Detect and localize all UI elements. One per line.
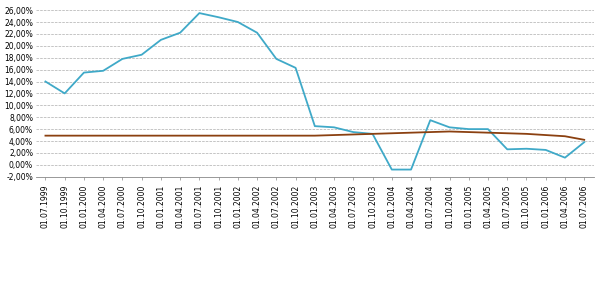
5.5-års fastrente høyrentekonto årlig — [542, 133, 550, 137]
LPX Buyout struktur årlig — [80, 71, 87, 74]
Line: LPX Buyout struktur årlig: LPX Buyout struktur årlig — [45, 13, 584, 170]
5.5-års fastrente høyrentekonto årlig — [388, 132, 395, 135]
LPX Buyout struktur årlig — [100, 69, 107, 72]
LPX Buyout struktur årlig — [581, 141, 588, 144]
5.5-års fastrente høyrentekonto årlig — [196, 134, 203, 137]
LPX Buyout struktur årlig — [369, 132, 376, 136]
LPX Buyout struktur årlig — [504, 148, 511, 151]
5.5-års fastrente høyrentekonto årlig — [369, 132, 376, 136]
LPX Buyout struktur årlig — [465, 127, 472, 131]
Legend: LPX Buyout struktur årlig, 5.5-års fastrente høyrentekonto årlig: LPX Buyout struktur årlig, 5.5-års fastr… — [123, 282, 507, 285]
LPX Buyout struktur årlig — [176, 31, 184, 34]
LPX Buyout struktur årlig — [542, 148, 550, 152]
5.5-års fastrente høyrentekonto årlig — [504, 132, 511, 135]
5.5-års fastrente høyrentekonto årlig — [100, 134, 107, 137]
5.5-års fastrente høyrentekonto årlig — [42, 134, 49, 137]
LPX Buyout struktur årlig — [215, 16, 222, 19]
5.5-års fastrente høyrentekonto årlig — [562, 135, 569, 138]
5.5-års fastrente høyrentekonto årlig — [234, 134, 242, 137]
5.5-års fastrente høyrentekonto årlig — [427, 130, 434, 134]
LPX Buyout struktur årlig — [138, 53, 145, 56]
5.5-års fastrente høyrentekonto årlig — [523, 132, 530, 136]
5.5-års fastrente høyrentekonto årlig — [465, 130, 472, 134]
LPX Buyout struktur årlig — [407, 168, 414, 171]
LPX Buyout struktur årlig — [311, 125, 318, 128]
5.5-års fastrente høyrentekonto årlig — [484, 131, 492, 135]
LPX Buyout struktur årlig — [119, 57, 126, 61]
LPX Buyout struktur årlig — [273, 57, 280, 61]
LPX Buyout struktur årlig — [61, 92, 68, 95]
LPX Buyout struktur årlig — [484, 127, 492, 131]
LPX Buyout struktur årlig — [331, 126, 338, 129]
5.5-års fastrente høyrentekonto årlig — [446, 130, 453, 133]
5.5-års fastrente høyrentekonto årlig — [350, 133, 357, 136]
LPX Buyout struktur årlig — [254, 31, 261, 34]
5.5-års fastrente høyrentekonto årlig — [80, 134, 87, 137]
LPX Buyout struktur årlig — [157, 38, 164, 42]
LPX Buyout struktur årlig — [350, 130, 357, 134]
LPX Buyout struktur årlig — [234, 20, 242, 24]
5.5-års fastrente høyrentekonto årlig — [407, 131, 414, 135]
LPX Buyout struktur årlig — [42, 80, 49, 83]
5.5-års fastrente høyrentekonto årlig — [138, 134, 145, 137]
LPX Buyout struktur årlig — [562, 156, 569, 159]
5.5-års fastrente høyrentekonto årlig — [61, 134, 68, 137]
5.5-års fastrente høyrentekonto årlig — [273, 134, 280, 137]
5.5-års fastrente høyrentekonto årlig — [331, 133, 338, 137]
LPX Buyout struktur årlig — [196, 11, 203, 15]
Line: 5.5-års fastrente høyrentekonto årlig: 5.5-års fastrente høyrentekonto årlig — [45, 131, 584, 140]
5.5-års fastrente høyrentekonto årlig — [157, 134, 164, 137]
5.5-års fastrente høyrentekonto årlig — [176, 134, 184, 137]
5.5-års fastrente høyrentekonto årlig — [215, 134, 222, 137]
5.5-års fastrente høyrentekonto årlig — [254, 134, 261, 137]
LPX Buyout struktur årlig — [292, 66, 299, 70]
LPX Buyout struktur årlig — [523, 147, 530, 150]
LPX Buyout struktur årlig — [388, 168, 395, 171]
LPX Buyout struktur årlig — [446, 126, 453, 129]
5.5-års fastrente høyrentekonto årlig — [292, 134, 299, 137]
5.5-års fastrente høyrentekonto årlig — [119, 134, 126, 137]
5.5-års fastrente høyrentekonto årlig — [311, 134, 318, 137]
LPX Buyout struktur årlig — [427, 119, 434, 122]
5.5-års fastrente høyrentekonto årlig — [581, 138, 588, 142]
